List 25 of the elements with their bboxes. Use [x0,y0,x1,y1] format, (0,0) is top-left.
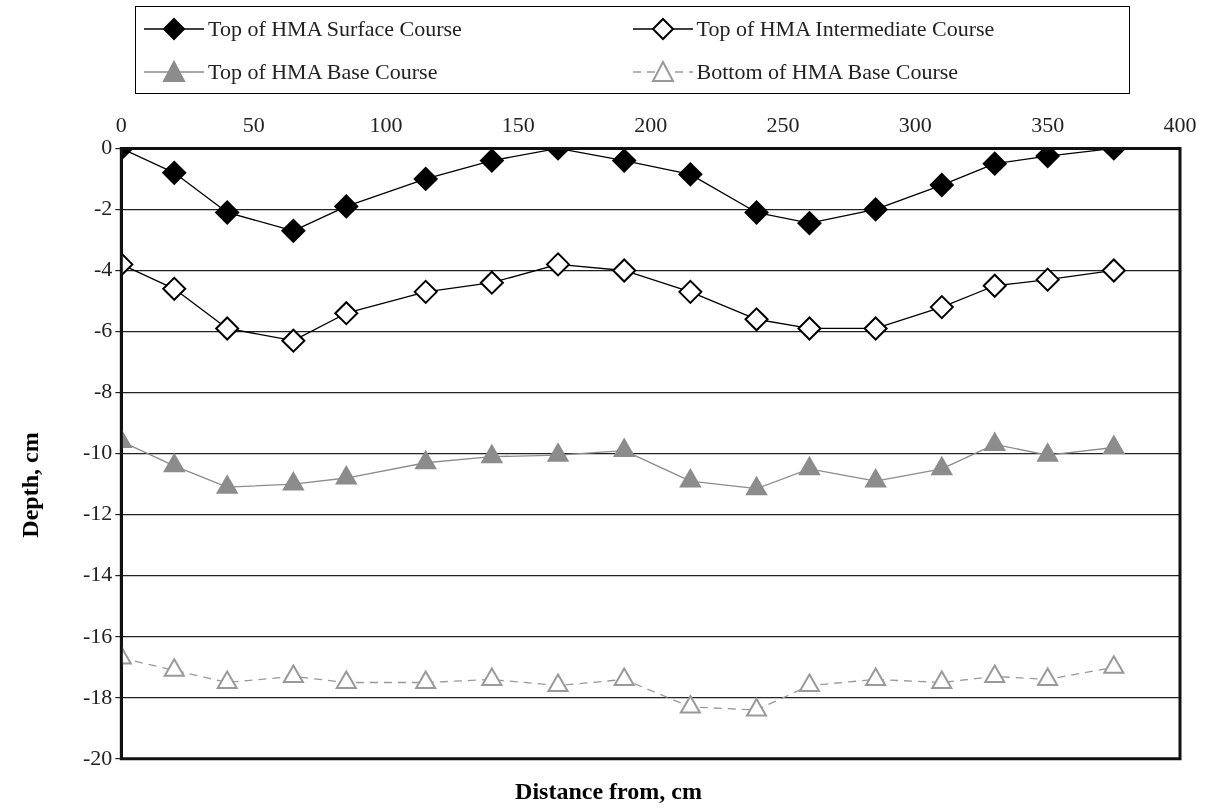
legend-label: Bottom of HMA Base Course [696,58,959,85]
y-tick-label: -10 [83,439,113,465]
x-tick-label: 400 [1163,111,1197,137]
legend-label: Top of HMA Intermediate Course [696,15,995,42]
y-tick-label: -20 [83,744,113,770]
x-tick-label: 50 [242,111,265,137]
x-tick-label: 200 [634,111,668,137]
legend-label: Top of HMA Surface Course [208,15,462,42]
x-tick-label: 300 [898,111,932,137]
x-tick-label: 150 [501,111,535,137]
legend-label: Top of HMA Base Course [208,58,438,85]
y-tick-label: -18 [83,683,113,709]
y-tick-label: -8 [94,378,113,404]
y-tick-label: -2 [94,195,113,221]
y-tick-label: -16 [83,622,113,648]
x-tick-label: 100 [369,111,403,137]
y-tick-label: -12 [83,500,113,526]
y-tick-label: 0 [101,134,113,160]
x-tick-label: 350 [1031,111,1065,137]
y-tick-label: -6 [94,317,113,343]
y-tick-label: -14 [83,561,113,587]
y-axis-title: Depth, cm [16,432,44,538]
y-tick-label: -4 [94,256,113,282]
x-tick-label: 250 [766,111,800,137]
x-axis-title: Distance from, cm [514,778,703,805]
